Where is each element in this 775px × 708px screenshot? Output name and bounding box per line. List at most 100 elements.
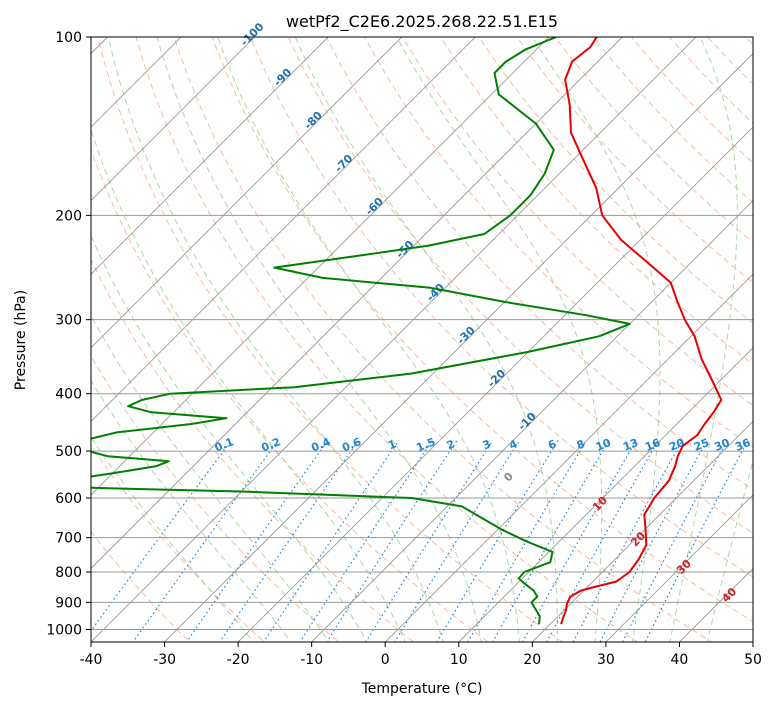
mixing-ratio-line bbox=[467, 440, 587, 642]
moist-adiabat-line bbox=[396, 37, 603, 642]
dry-adiabat-line bbox=[91, 258, 415, 642]
mixing-ratio-line bbox=[91, 440, 232, 632]
y-tick-label: 300 bbox=[55, 313, 82, 329]
isotherm-line bbox=[91, 37, 476, 422]
dry-adiabat-line bbox=[173, 37, 713, 642]
dry-adiabat-line bbox=[91, 148, 489, 642]
y-tick-label: 400 bbox=[55, 387, 82, 403]
mixing-ratio-line bbox=[521, 440, 637, 642]
isotherm-line bbox=[531, 420, 753, 642]
isotherm-line bbox=[91, 37, 182, 128]
mixing-ratio-line bbox=[185, 440, 329, 642]
y-tick-label: 900 bbox=[55, 595, 82, 611]
mixing-ratio-line bbox=[545, 440, 659, 642]
dry-adiabat-line bbox=[135, 37, 639, 642]
dry-adiabats bbox=[91, 10, 775, 654]
mixing-ratio-line bbox=[436, 440, 559, 642]
mixing-ratio-label: 1 bbox=[386, 437, 398, 452]
x-tick-label: -30 bbox=[153, 652, 176, 668]
moist-adiabat-line bbox=[217, 37, 520, 642]
mixing-ratio-label: 25 bbox=[692, 436, 711, 454]
isobars bbox=[91, 37, 753, 630]
mixing-ratio-line bbox=[299, 440, 433, 642]
mixing-ratio-label: 16 bbox=[643, 436, 662, 454]
x-tick-label: 20 bbox=[523, 652, 541, 668]
mixing-ratio-label: 10 bbox=[594, 436, 613, 454]
mixing-ratio-line bbox=[326, 440, 458, 642]
dry-adiabat-line bbox=[440, 37, 753, 365]
y-tick-label: 1000 bbox=[46, 622, 82, 638]
plot-frame bbox=[90, 36, 754, 643]
isotherm-line bbox=[91, 37, 329, 275]
isotherm-line bbox=[384, 273, 753, 642]
isotherms bbox=[0, 10, 753, 654]
dry-adiabat-line bbox=[630, 37, 753, 164]
dry-adiabat-line bbox=[326, 37, 753, 491]
isotherm-line bbox=[91, 37, 403, 349]
background-lines bbox=[0, 10, 775, 654]
moist-adiabat-line bbox=[91, 314, 330, 642]
dry-adiabat-line bbox=[402, 37, 753, 407]
moist-adiabat-line bbox=[156, 37, 482, 642]
isotherm-line bbox=[458, 347, 753, 642]
isotherm-line bbox=[91, 37, 550, 496]
y-tick-label: 700 bbox=[55, 531, 82, 547]
y-tick-label: 500 bbox=[55, 444, 82, 460]
x-tick-label: 40 bbox=[670, 652, 688, 668]
dry-adiabat-line bbox=[757, 10, 775, 654]
moist-adiabat-line bbox=[531, 37, 661, 642]
isotherm-line bbox=[605, 494, 753, 642]
y-tick-label: 800 bbox=[55, 565, 82, 581]
dry-adiabat-line bbox=[211, 37, 753, 623]
x-tick-label: -10 bbox=[300, 652, 323, 668]
moist-adiabat-line bbox=[91, 379, 292, 642]
y-tick-label: 600 bbox=[55, 491, 82, 507]
dry-adiabat-line bbox=[287, 37, 753, 534]
isotherm-line bbox=[311, 200, 753, 642]
sounding-profiles bbox=[91, 37, 723, 625]
isotherm-line bbox=[0, 10, 61, 654]
dry-adiabat-line bbox=[97, 37, 564, 642]
y-axis: 1000 900 800 700 600 500 400 300 200 100 bbox=[46, 30, 91, 638]
mixing-ratio-label: 2 bbox=[445, 437, 457, 452]
mixing-ratio-label: 13 bbox=[621, 436, 640, 454]
dry-adiabat-line bbox=[592, 37, 753, 204]
x-tick-label: 0 bbox=[381, 652, 390, 668]
moist-adiabat-line bbox=[669, 37, 738, 642]
dry-adiabat-line bbox=[91, 445, 266, 642]
mixing-ratio-label: 36 bbox=[733, 436, 752, 454]
isotherm-line bbox=[91, 37, 624, 570]
chart-title: wetPf2_C2E6.2025.268.22.51.E15 bbox=[286, 12, 558, 32]
mixing-ratio-line bbox=[365, 440, 494, 642]
x-tick-label: -40 bbox=[80, 652, 103, 668]
isotherm-line bbox=[91, 37, 256, 202]
temperature-line bbox=[560, 37, 723, 625]
dewpoint-line bbox=[91, 37, 631, 625]
x-tick-label: 10 bbox=[450, 652, 468, 668]
x-tick-label: 30 bbox=[597, 652, 615, 668]
mixing-ratio-line bbox=[491, 440, 610, 642]
moist-adiabat-line bbox=[294, 37, 558, 642]
moist-adiabat-line bbox=[91, 436, 255, 642]
mixing-ratio-labels: 0.1 0.2 0.4 0.6 1 1.5 2 3 4 6 8 10 13 16… bbox=[213, 435, 753, 454]
moist-adiabat-line bbox=[91, 234, 368, 642]
mixing-ratio-label: 3 bbox=[481, 437, 493, 452]
y-axis-title: Pressure (hPa) bbox=[13, 290, 29, 390]
mixing-ratio-label: 30 bbox=[713, 436, 732, 454]
plot-background bbox=[91, 37, 753, 642]
x-tick-label: 50 bbox=[744, 652, 762, 668]
isotherm-line bbox=[237, 126, 753, 642]
isotherm-line bbox=[91, 37, 697, 642]
y-tick-label: 100 bbox=[55, 30, 82, 46]
x-axis-title: Temperature (°C) bbox=[361, 681, 483, 697]
mixing-ratio-line bbox=[132, 440, 279, 642]
y-tick-label: 200 bbox=[55, 208, 82, 224]
moist-adiabat-line bbox=[91, 128, 406, 642]
dry-adiabat-line bbox=[249, 37, 753, 578]
x-axis: -40 -30 -20 -10 0 10 20 30 40 50 bbox=[80, 642, 762, 668]
mixing-ratio-label: 8 bbox=[575, 437, 587, 452]
dry-adiabat-line bbox=[668, 37, 753, 125]
mixing-ratio-line bbox=[644, 440, 749, 642]
x-tick-label: -20 bbox=[227, 652, 250, 668]
